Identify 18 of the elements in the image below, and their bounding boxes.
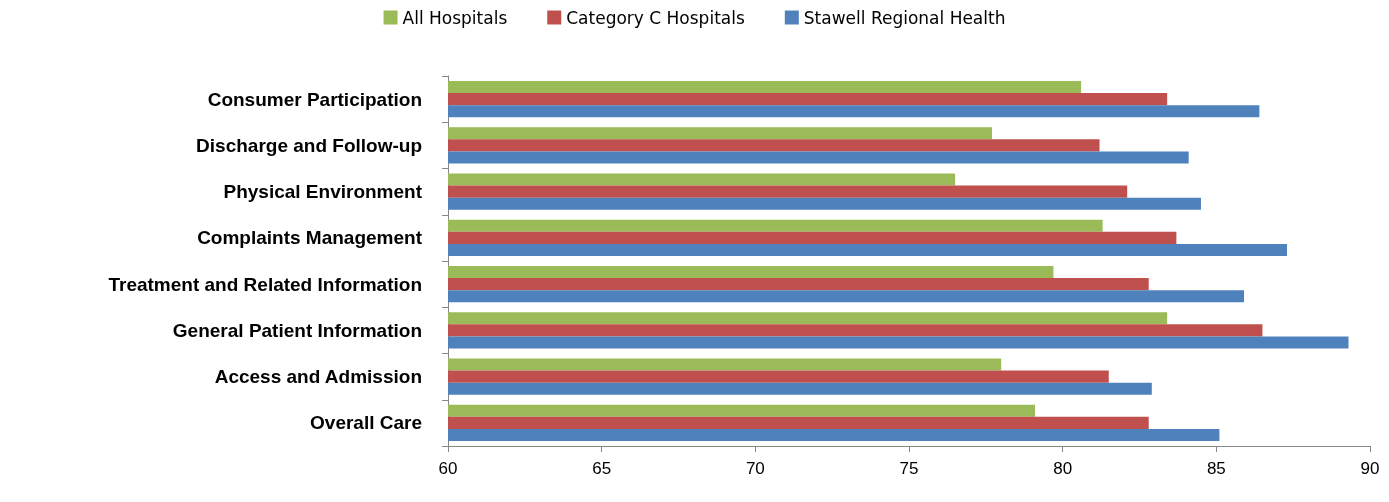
y-tick-label: Complaints Management	[197, 227, 423, 249]
x-tick-label: 80	[1053, 459, 1073, 478]
x-tick-label: 90	[1360, 459, 1380, 478]
y-tick-label: Access and Admission	[214, 366, 422, 388]
x-tick-label: 70	[745, 459, 765, 478]
legend-label: All Hospitals	[402, 7, 508, 28]
y-tick-label: General Patient Information	[172, 319, 422, 341]
y-tick-label: Overall Care	[310, 412, 422, 434]
legend-label: Category C Hospitals	[566, 7, 745, 28]
x-tick-label: 75	[899, 459, 919, 478]
x-tick-label: 85	[1206, 459, 1226, 478]
y-tick-label: Physical Environment	[223, 181, 423, 203]
y-tick-label: Consumer Participation	[207, 88, 422, 110]
x-tick-label: 60	[438, 459, 458, 478]
y-tick-label: Treatment and Related Information	[108, 273, 422, 295]
legend-label: Stawell Regional Health	[803, 7, 1006, 28]
x-tick-label: 65	[592, 459, 612, 478]
y-tick-label: Discharge and Follow-up	[196, 134, 422, 156]
